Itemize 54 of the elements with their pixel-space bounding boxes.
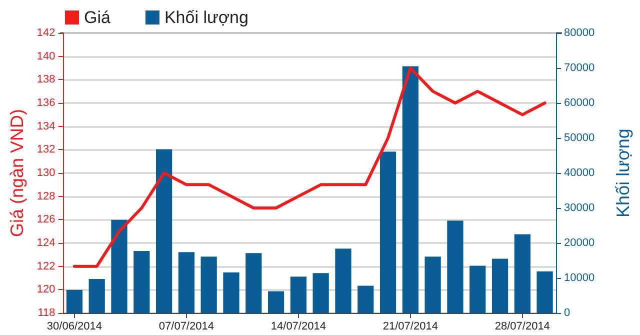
y2-axis-title: Khối lượng <box>613 128 633 218</box>
y-tick-label: 128 <box>36 190 56 202</box>
bar <box>246 253 262 313</box>
y2-tick-label: 30000 <box>564 202 595 214</box>
bar <box>424 256 441 313</box>
y-tick-label: 122 <box>36 260 56 272</box>
bar <box>134 251 150 313</box>
bar <box>290 276 306 313</box>
y-tick-label: 130 <box>36 167 56 179</box>
y-tick-label: 138 <box>36 74 56 86</box>
x-tick-label: 28/07/2014 <box>494 320 550 332</box>
bar <box>88 279 105 313</box>
bar <box>536 271 553 313</box>
bar <box>380 152 396 313</box>
y-tick-label: 140 <box>36 50 56 62</box>
bar <box>66 290 83 313</box>
bar <box>402 66 418 313</box>
y2-tick-label: 40000 <box>564 167 595 179</box>
y-tick-label: 132 <box>36 144 56 156</box>
y2-tick-label: 60000 <box>564 97 595 109</box>
x-tick-label: 14/07/2014 <box>270 320 326 332</box>
bar <box>156 149 172 313</box>
x-tick-label: 30/06/2014 <box>46 320 102 332</box>
y2-tick-label: 50000 <box>564 132 595 144</box>
y2-tick-label: 20000 <box>564 237 595 249</box>
y2-tick-label: 70000 <box>564 62 595 74</box>
legend-label: Khối lượng <box>164 8 248 27</box>
bar <box>223 272 240 313</box>
bar <box>470 266 486 313</box>
y-tick-label: 134 <box>36 120 56 132</box>
bar <box>312 273 329 313</box>
bar <box>358 286 374 313</box>
y-tick-label: 124 <box>36 237 56 249</box>
y-tick-label: 142 <box>36 27 56 39</box>
y-tick-label: 126 <box>36 214 56 226</box>
bar <box>111 220 128 313</box>
bar <box>178 252 195 313</box>
bar <box>200 256 217 313</box>
y2-tick-label: 80000 <box>564 27 595 39</box>
bar <box>335 248 352 313</box>
y2-tick-label: 10000 <box>564 272 595 284</box>
y2-tick-label: 0 <box>564 307 570 319</box>
y-tick-label: 118 <box>38 307 56 319</box>
x-tick-label: 21/07/2014 <box>382 320 438 332</box>
bar <box>268 291 284 313</box>
legend-label: Giá <box>84 8 111 27</box>
y-tick-label: 120 <box>36 284 56 296</box>
bar <box>492 258 508 313</box>
y-tick-label: 136 <box>36 97 56 109</box>
line-series <box>72 66 546 268</box>
y-axis-title: Giá (ngàn VND) <box>7 108 27 238</box>
bar <box>447 220 464 313</box>
bar <box>514 234 530 313</box>
x-tick-label: 07/07/2014 <box>158 320 214 332</box>
